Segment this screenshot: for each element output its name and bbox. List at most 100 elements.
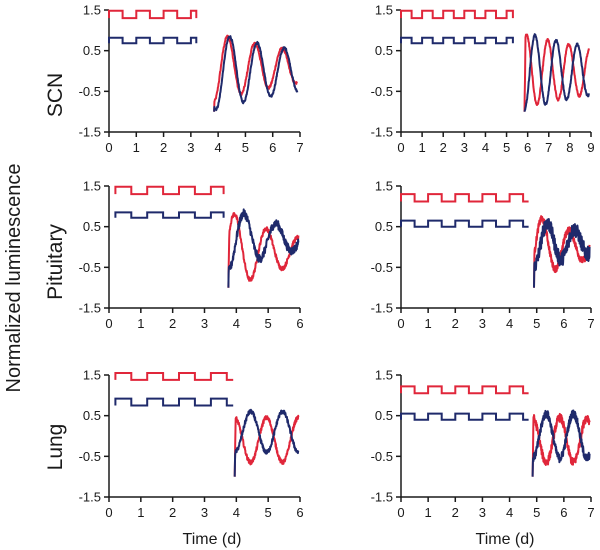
- x-axis-title-right: Time (d): [476, 531, 535, 548]
- x-tick-label: 5: [503, 140, 510, 155]
- x-tick-label: 8: [566, 140, 573, 155]
- x-tick-label: 6: [296, 505, 303, 520]
- x-tick-label: 6: [560, 505, 567, 520]
- y-tick-label: -0.5: [79, 260, 101, 275]
- y-tick-label: 0.5: [375, 219, 393, 234]
- x-tick-label: 4: [215, 140, 222, 155]
- y-tick-label: 1.5: [375, 179, 393, 194]
- x-tick-label: 5: [533, 316, 540, 331]
- x-tick-label: 3: [201, 505, 208, 520]
- entrainment-step-red: [400, 9, 514, 20]
- y-tick-label: 1.5: [375, 368, 393, 383]
- panel-scn-a: 1.5 0.5 -0.5 -1.5 0 1 2 3 4 5 6 7 SCN: [44, 3, 304, 156]
- luminescence-trace-blue: [213, 35, 299, 112]
- luminescence-trace-blue: [233, 408, 300, 477]
- x-tick-label: 5: [242, 140, 249, 155]
- x-tick-label: 1: [425, 316, 432, 331]
- x-tick-label: 7: [587, 505, 594, 520]
- x-tick-label: 0: [397, 316, 404, 331]
- y-axis-title: Normalized luminescence: [3, 164, 25, 393]
- luminescence-trace-red: [233, 414, 300, 477]
- luminescence-trace-blue: [533, 218, 591, 288]
- y-tick-label: -0.5: [371, 260, 393, 275]
- y-tick-label: 1.5: [375, 3, 393, 18]
- y-tick-label: -1.5: [79, 490, 101, 505]
- y-tick-label: -1.5: [371, 125, 393, 140]
- y-tick-label: 0.5: [83, 43, 101, 58]
- x-tick-label: 1: [425, 505, 432, 520]
- x-tick-label: 5: [533, 505, 540, 520]
- x-tick-label: 3: [479, 505, 486, 520]
- x-tick-label: 4: [233, 505, 240, 520]
- x-tick-label: 4: [482, 140, 489, 155]
- y-tick-label: -1.5: [79, 301, 101, 316]
- x-tick-label: 6: [560, 316, 567, 331]
- x-tick-label: 6: [269, 140, 276, 155]
- x-tick-label: 0: [105, 140, 112, 155]
- tissue-label: SCN: [44, 73, 67, 117]
- x-tick-label: 7: [296, 140, 303, 155]
- y-tick-label: 1.5: [83, 368, 101, 383]
- y-tick-label: 1.5: [83, 179, 101, 194]
- x-tick-label: 2: [160, 140, 167, 155]
- y-tick-label: -0.5: [79, 84, 101, 99]
- entrainment-step-blue: [114, 397, 234, 407]
- y-tick-label: -0.5: [79, 449, 101, 464]
- x-tick-label: 0: [105, 316, 112, 331]
- entrainment-step-blue: [114, 211, 225, 219]
- x-tick-label: 4: [506, 316, 513, 331]
- x-tick-label: 3: [461, 140, 468, 155]
- luminescence-trace-blue: [227, 208, 300, 288]
- y-tick-label: 1.5: [83, 3, 101, 18]
- x-tick-label: 5: [265, 505, 272, 520]
- y-tick-label: 0.5: [375, 408, 393, 423]
- x-tick-label: 0: [397, 505, 404, 520]
- luminescence-trace-blue: [523, 33, 590, 112]
- x-tick-label: 9: [587, 140, 594, 155]
- luminescence-trace-blue: [531, 409, 591, 477]
- x-tick-label: 3: [479, 316, 486, 331]
- luminescence-trace-red: [523, 33, 590, 112]
- x-tick-label: 6: [296, 316, 303, 331]
- y-tick-label: -1.5: [79, 125, 101, 140]
- y-tick-label: -1.5: [371, 490, 393, 505]
- entrainment-step-red: [108, 9, 198, 20]
- entrainment-step-blue: [400, 36, 514, 45]
- x-tick-label: 3: [201, 316, 208, 331]
- x-tick-label: 2: [452, 316, 459, 331]
- y-tick-label: -0.5: [371, 84, 393, 99]
- luminescence-trace-red: [227, 212, 300, 288]
- panels-group: 1.50.5-0.5-1.50 1 2 3 4 5 6 7SCN1.50.5-0.5-1.50…: [44, 3, 595, 521]
- x-tick-label: 1: [137, 316, 144, 331]
- x-tick-label: 7: [545, 140, 552, 155]
- x-tick-label: 4: [506, 505, 513, 520]
- x-tick-label: 2: [169, 316, 176, 331]
- entrainment-step-red: [114, 372, 234, 381]
- x-tick-label: 7: [587, 316, 594, 331]
- y-tick-label: -1.5: [371, 301, 393, 316]
- entrainment-step-red: [400, 193, 529, 203]
- tissue-label: Pituitary: [44, 224, 67, 300]
- x-tick-label: 3: [187, 140, 194, 155]
- y-tick-label: -0.5: [371, 449, 393, 464]
- tissue-label: Lung: [44, 424, 67, 471]
- entrainment-step-blue: [400, 412, 529, 421]
- y-tick-label: 0.5: [375, 43, 393, 58]
- x-tick-label: 2: [452, 505, 459, 520]
- x-tick-label: 4: [233, 316, 240, 331]
- panel-lung-a: 1.5 0.5 -0.5 -1.5 0 1 2 3 4 5 6 Lung: [44, 368, 304, 521]
- entrainment-step-blue: [108, 36, 198, 45]
- entrainment-step-red: [400, 385, 529, 395]
- x-tick-label: 5: [265, 316, 272, 331]
- y-tick-label: 0.5: [83, 408, 101, 423]
- x-tick-label: 0: [397, 140, 404, 155]
- x-tick-label: 1: [418, 140, 425, 155]
- x-axis-title-left: Time (d): [183, 531, 242, 548]
- entrainment-step-red: [114, 185, 225, 196]
- x-tick-label: 2: [440, 140, 447, 155]
- x-tick-label: 0: [105, 505, 112, 520]
- x-tick-label: 1: [133, 140, 140, 155]
- x-tick-label: 1: [137, 505, 144, 520]
- panel-lung-b: 1.5 0.5 -0.5 -1.5 0 1 2 3 4 5 6 7: [371, 368, 595, 521]
- x-tick-label: 2: [169, 505, 176, 520]
